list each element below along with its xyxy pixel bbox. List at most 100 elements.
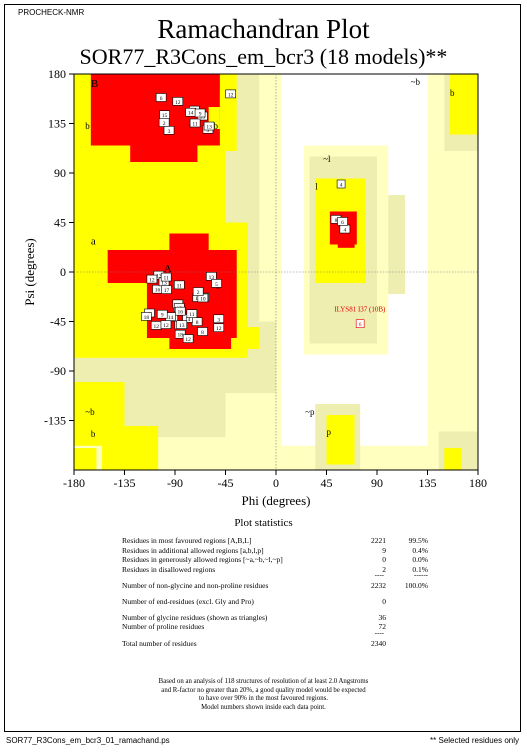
svg-text:12: 12 [149, 278, 155, 284]
region-label: b [450, 88, 455, 98]
region-label: ~b [411, 77, 421, 87]
data-point: 11 [186, 309, 198, 318]
most-favoured-region [130, 145, 198, 162]
generous-region [388, 195, 406, 294]
y-tick-label: -90 [50, 364, 66, 378]
svg-text:4: 4 [343, 228, 346, 234]
svg-text:17: 17 [164, 288, 170, 294]
plot-subtitle: SOR77_R3Cons_em_bcr3 (18 models)** [79, 44, 448, 69]
x-tick-label: -45 [218, 476, 234, 490]
data-points: 1621461312911139312151211813171416101213… [141, 89, 386, 343]
additional-region [444, 448, 462, 470]
svg-text:9: 9 [199, 112, 202, 118]
svg-text:18: 18 [144, 315, 150, 321]
region-label: b [85, 121, 90, 131]
data-point: 12 [213, 323, 225, 332]
stats-row-label: Number of proline residues [122, 622, 205, 632]
y-tick-label: -45 [50, 315, 66, 329]
stats-row-percent: 99.5% [408, 536, 428, 545]
y-axis-label: Psi (degrees) [22, 238, 37, 306]
x-tick-label: -180 [63, 476, 85, 490]
program-name: PROCHECK-NMR [18, 8, 85, 17]
stats-row-label: Residues in most favoured regions [A,B,L… [122, 536, 252, 545]
y-tick-label: 45 [54, 216, 66, 230]
stats-row: Residues in additional allowed regions [… [122, 546, 442, 556]
footer-selected-note: ** Selected residues only [430, 736, 519, 745]
x-tick-label: 90 [371, 476, 383, 490]
data-point: 9 [194, 108, 206, 118]
analysis-note-line: and R-factor no greater than 20%, a good… [161, 686, 366, 694]
x-tick-label: -90 [167, 476, 183, 490]
additional-region [208, 107, 220, 129]
stats-row: Residues in generously allowed regions [… [122, 555, 442, 565]
region-label: b [91, 429, 96, 439]
data-point: 2 [192, 287, 204, 296]
svg-text:13: 13 [161, 280, 167, 286]
additional-region [225, 74, 237, 151]
flagged-residue-label: ILYS81 I37 (10B) [334, 306, 386, 314]
data-point: 12 [225, 89, 236, 98]
data-point: 13 [203, 121, 215, 131]
data-point: 3 [163, 126, 175, 135]
stats-row-percent: 0.0% [412, 555, 428, 565]
stats-row-label: Residues in additional allowed regions [… [122, 545, 264, 555]
stats-row-count: 2232 [371, 581, 386, 591]
x-axis-label: Phi (degrees) [242, 493, 311, 508]
region-label: B [91, 78, 98, 90]
svg-text:5: 5 [215, 282, 218, 288]
stats-row: Number of end-residues (excl. Gly and Pr… [122, 597, 442, 607]
stats-row: Residues in disallowed regions 2 0.1% [122, 565, 442, 575]
svg-text:13: 13 [156, 274, 162, 280]
svg-text:11: 11 [177, 283, 183, 289]
flagged-point: 4 [336, 179, 346, 189]
stats-row-label: Residues in generously allowed regions [… [122, 555, 283, 565]
data-point: 16 [152, 284, 163, 294]
svg-text:15: 15 [162, 113, 168, 119]
stats-row-label: Number of non-glycine and non-proline re… [122, 581, 269, 591]
data-point: 18 [141, 312, 152, 321]
svg-text:18: 18 [177, 333, 183, 339]
y-tick-label: 0 [60, 265, 66, 279]
region-label: A [164, 263, 172, 275]
svg-text:6: 6 [160, 96, 163, 102]
stats-row-percent: 0.1% [412, 564, 428, 574]
svg-text:11: 11 [192, 121, 198, 127]
stats-row: Number of proline residues 72 [122, 622, 442, 632]
svg-text:12: 12 [185, 337, 191, 343]
analysis-note: Based on an analysis of 118 structures o… [0, 678, 527, 712]
svg-text:13: 13 [206, 125, 212, 131]
most-favoured-region [169, 338, 232, 349]
stats-title: Plot statistics [234, 517, 293, 529]
stats-row-count: 72 [378, 622, 387, 632]
y-tick-label: 180 [48, 67, 66, 81]
x-tick-label: 180 [469, 476, 487, 490]
svg-text:10: 10 [200, 296, 206, 302]
data-point: 6 [337, 217, 348, 226]
stats-divider: ---- ------ [374, 571, 428, 580]
stats-row-count: 2340 [371, 638, 386, 648]
svg-text:12: 12 [228, 92, 234, 98]
stats-row-label: Number of end-residues (excl. Gly and Pr… [122, 596, 254, 606]
svg-text:12: 12 [163, 323, 169, 329]
svg-text:12: 12 [153, 324, 159, 330]
region-label: l [315, 182, 318, 192]
data-point: 17 [161, 285, 172, 294]
stats-row-count: 2221 [371, 536, 386, 545]
region-label: ~l [323, 154, 331, 164]
additional-region [326, 415, 355, 465]
analysis-note-line: Model numbers shown inside each data poi… [201, 703, 326, 711]
stats-table: Residues in most favoured regions [A,B,L… [122, 536, 442, 648]
svg-text:2: 2 [163, 121, 166, 127]
footer-filename: SOR77_R3Cons_em_bcr3_01_ramachand.ps [6, 736, 170, 745]
stats-row-percent: 100.0% [404, 581, 428, 591]
svg-text:14: 14 [185, 317, 191, 323]
data-point: 12 [172, 97, 184, 106]
stats-row: Residues in most favoured regions [A,B,L… [122, 536, 442, 546]
ramachandran-plot: -180 -135 -90 -45 0 45 90 135 18018013590450-45-… [22, 67, 487, 508]
plot-axes: -180 -135 -90 -45 0 45 90 135 18018013590450-45-… [44, 67, 487, 490]
stats-row-count: 0 [382, 596, 386, 606]
data-point: 12 [182, 334, 194, 343]
svg-text:13: 13 [179, 323, 185, 329]
svg-text:6: 6 [359, 322, 362, 328]
additional-region [113, 145, 131, 162]
